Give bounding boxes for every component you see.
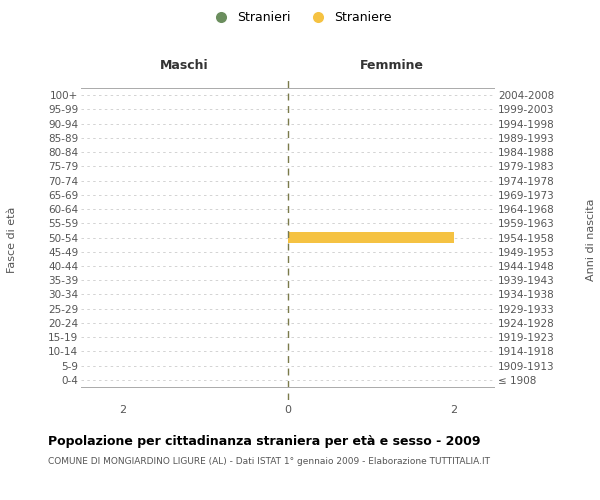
Legend: Stranieri, Straniere: Stranieri, Straniere (203, 6, 397, 29)
Text: COMUNE DI MONGIARDINO LIGURE (AL) - Dati ISTAT 1° gennaio 2009 - Elaborazione TU: COMUNE DI MONGIARDINO LIGURE (AL) - Dati… (48, 458, 490, 466)
Text: Fasce di età: Fasce di età (7, 207, 17, 273)
Text: Maschi: Maschi (160, 60, 209, 72)
Text: Femmine: Femmine (359, 60, 424, 72)
Bar (288, 232, 454, 243)
Text: Popolazione per cittadinanza straniera per età e sesso - 2009: Popolazione per cittadinanza straniera p… (48, 435, 481, 448)
Text: Anni di nascita: Anni di nascita (586, 198, 596, 281)
